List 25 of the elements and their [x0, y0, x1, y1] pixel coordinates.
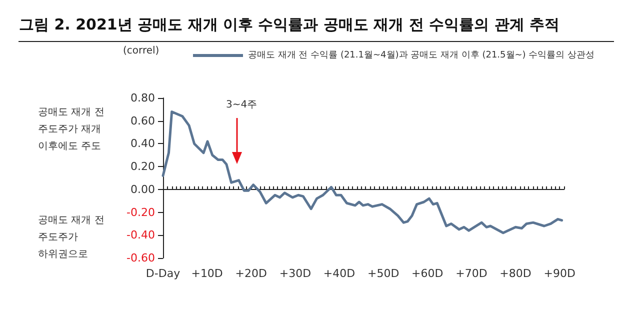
y-axis-title: (correl): [123, 46, 160, 56]
x-tick-label: D-Day: [146, 267, 181, 280]
y-tick-label: 0.00: [130, 182, 155, 196]
x-tick-label: +30D: [279, 267, 312, 280]
x-tick-label: +10D: [191, 267, 223, 280]
line-series: [162, 110, 564, 234]
x-tick-label: +50D: [367, 267, 400, 280]
x-tick-label: +20D: [235, 267, 267, 280]
y-tick-label: 0.80: [130, 92, 155, 104]
x-tick-label: +60D: [412, 267, 444, 280]
y-tick-label: -0.60: [126, 252, 155, 264]
y-tick-label: -0.20: [126, 206, 155, 219]
x-tick-label: +90D: [544, 267, 576, 280]
annotation: 3~4주: [226, 100, 258, 110]
chart-title: 그림 2. 2021년 공매도 재개 이후 수익률과 공매도 재개 전 수익률의 관계 추적: [19, 16, 560, 34]
text: 공매도 재개 전 주도주가 하위권으로: [38, 215, 104, 260]
x-tick-label: +40D: [323, 267, 356, 280]
y-tick-label: 0.40: [130, 137, 155, 150]
y-tick-label: 0.20: [130, 160, 155, 174]
text: 공매도 재개 전 수익률 (21.1월~4월)과 공매도 재개 이후 (21.5월~) 수익률의 상관성: [248, 50, 595, 60]
text: 공매도 재개 전 주도주가 재개 이후에도 주도: [38, 107, 104, 152]
x-tick-label: +70D: [456, 267, 488, 280]
y-tick-label: 0.60: [130, 114, 155, 128]
y-tick-label: -0.40: [126, 228, 155, 242]
x-tick-label: +80D: [500, 267, 532, 280]
